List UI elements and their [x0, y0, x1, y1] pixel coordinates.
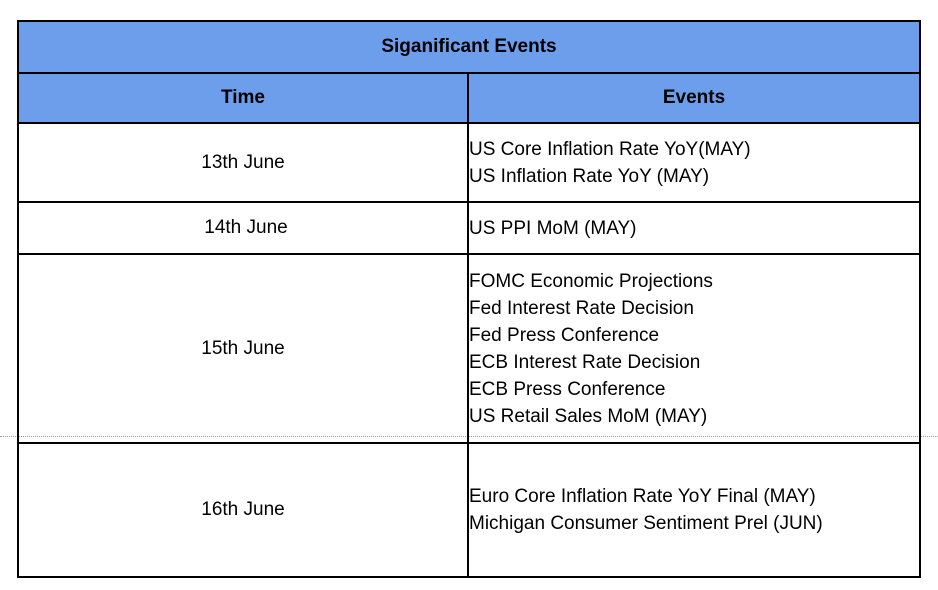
event-item: Euro Core Inflation Rate YoY Final (MAY): [469, 486, 816, 507]
table-title: Siganificant Events: [17, 20, 921, 74]
events-cell: Euro Core Inflation Rate YoY Final (MAY)…: [467, 442, 921, 578]
table-row: 13th June US Core Inflation Rate YoY(MAY…: [17, 122, 921, 203]
table-title-row: Siganificant Events: [17, 20, 921, 74]
event-item: ECB Press Conference: [469, 378, 666, 400]
table-header-row: Time Events: [17, 72, 921, 124]
time-cell: 14th June: [17, 201, 469, 255]
event-item: US Inflation Rate YoY (MAY): [469, 165, 710, 187]
event-item: US Core Inflation Rate YoY(MAY): [469, 138, 751, 160]
time-cell: 15th June: [17, 253, 469, 444]
events-cell: FOMC Economic Projections Fed Interest R…: [467, 253, 921, 444]
event-item: ECB Interest Rate Decision: [469, 351, 701, 373]
column-header-time: Time: [17, 72, 469, 124]
column-header-events: Events: [467, 72, 921, 124]
event-item: Fed Press Conference: [469, 324, 660, 346]
event-item: US PPI MoM (MAY): [469, 217, 637, 239]
events-cell: US Core Inflation Rate YoY(MAY) US Infla…: [467, 122, 921, 203]
table-row: 15th June FOMC Economic Projections Fed …: [17, 253, 921, 444]
event-item: US Retail Sales MoM (MAY): [469, 405, 708, 427]
event-item: FOMC Economic Projections: [469, 270, 713, 292]
table-row: 16th June Euro Core Inflation Rate YoY F…: [17, 442, 921, 578]
time-cell: 13th June: [17, 122, 469, 203]
table-row: 14th June US PPI MoM (MAY): [17, 201, 921, 255]
event-item: Michigan Consumer Sentiment Prel (JUN): [469, 513, 823, 534]
events-cell: US PPI MoM (MAY): [467, 201, 921, 255]
significant-events-table: Siganificant Events Time Events 13th Jun…: [17, 20, 921, 578]
event-item: Fed Interest Rate Decision: [469, 297, 694, 319]
time-cell: 16th June: [17, 442, 469, 578]
